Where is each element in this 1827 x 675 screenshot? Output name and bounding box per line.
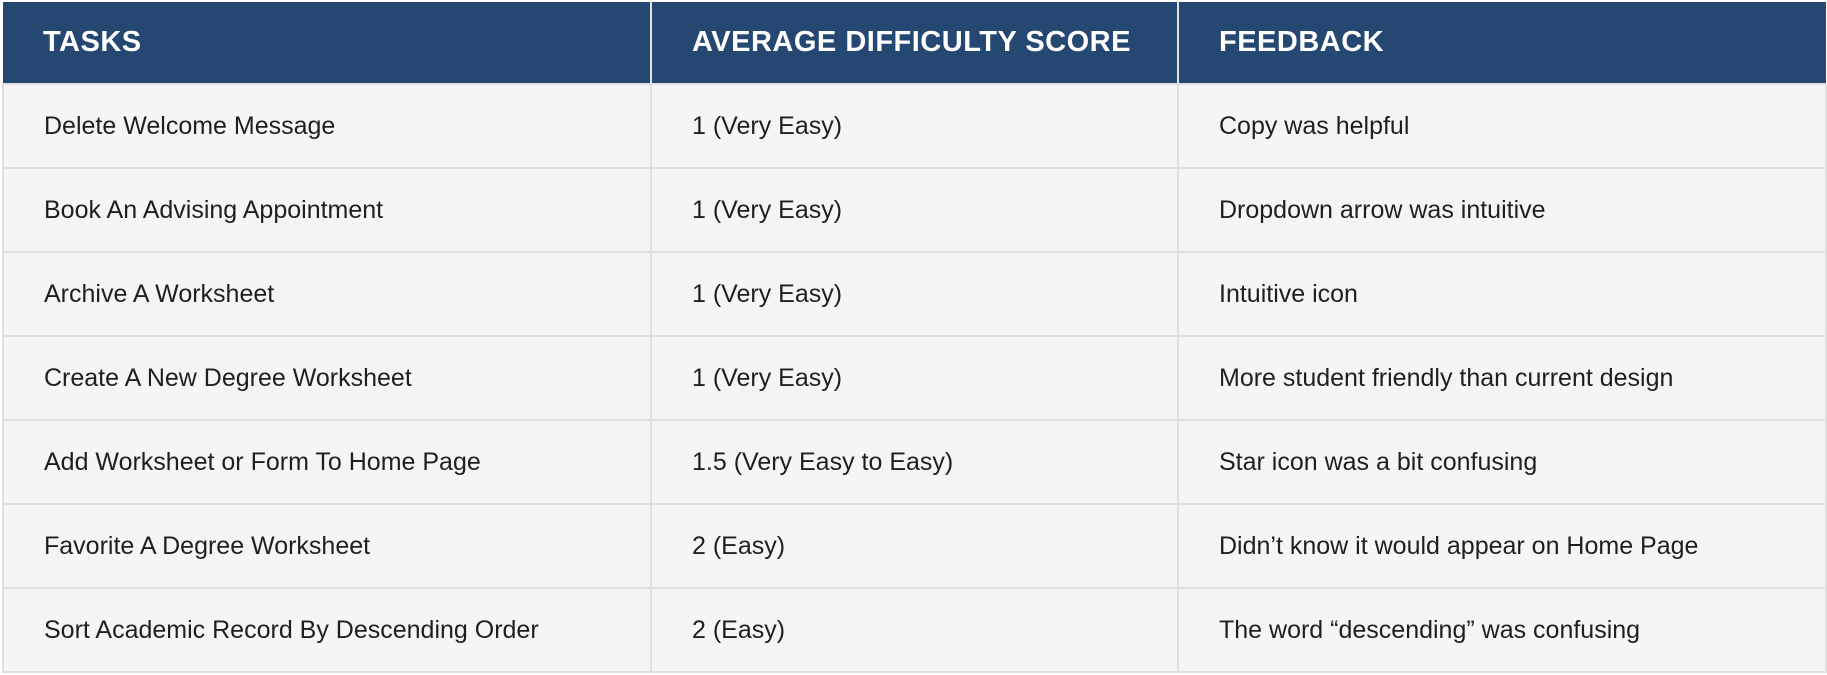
table-row: Create A New Degree Worksheet 1 (Very Ea… <box>2 335 1827 420</box>
task-cell: Book An Advising Appointment <box>2 167 652 252</box>
score-cell: 1.5 (Very Easy to Easy) <box>651 419 1179 504</box>
score-cell: 2 (Easy) <box>651 587 1179 673</box>
task-cell: Delete Welcome Message <box>2 83 652 168</box>
feedback-cell: Didn’t know it would appear on Home Page <box>1178 503 1827 588</box>
task-cell: Archive A Worksheet <box>2 251 652 336</box>
score-cell: 1 (Very Easy) <box>651 335 1179 420</box>
task-cell: Favorite A Degree Worksheet <box>2 503 652 588</box>
task-cell: Sort Academic Record By Descending Order <box>2 587 652 673</box>
feedback-cell: Dropdown arrow was intuitive <box>1178 167 1827 252</box>
table-header: TASKS AVERAGE DIFFICULTY SCORE FEEDBACK <box>3 2 1826 84</box>
table-body: Delete Welcome Message 1 (Very Easy) Cop… <box>2 83 1827 673</box>
table-row: Add Worksheet or Form To Home Page 1.5 (… <box>2 419 1827 504</box>
feedback-cell: Intuitive icon <box>1178 251 1827 336</box>
column-header-feedback: FEEDBACK <box>1178 2 1826 84</box>
table-row: Book An Advising Appointment 1 (Very Eas… <box>2 167 1827 252</box>
score-cell: 2 (Easy) <box>651 503 1179 588</box>
score-cell: 1 (Very Easy) <box>651 83 1179 168</box>
header-row: TASKS AVERAGE DIFFICULTY SCORE FEEDBACK <box>3 2 1826 84</box>
score-cell: 1 (Very Easy) <box>651 251 1179 336</box>
table-row: Delete Welcome Message 1 (Very Easy) Cop… <box>2 83 1827 168</box>
feedback-cell: Copy was helpful <box>1178 83 1827 168</box>
task-cell: Create A New Degree Worksheet <box>2 335 652 420</box>
score-cell: 1 (Very Easy) <box>651 167 1179 252</box>
task-cell: Add Worksheet or Form To Home Page <box>2 419 652 504</box>
feedback-cell: More student friendly than current desig… <box>1178 335 1827 420</box>
table-row: Favorite A Degree Worksheet 2 (Easy) Did… <box>2 503 1827 588</box>
column-header-score: AVERAGE DIFFICULTY SCORE <box>651 2 1179 84</box>
feedback-cell: Star icon was a bit confusing <box>1178 419 1827 504</box>
feedback-cell: The word “descending” was confusing <box>1178 587 1827 673</box>
column-header-tasks: TASKS <box>3 2 652 84</box>
table-row: Archive A Worksheet 1 (Very Easy) Intuit… <box>2 251 1827 336</box>
table-row: Sort Academic Record By Descending Order… <box>2 587 1827 673</box>
